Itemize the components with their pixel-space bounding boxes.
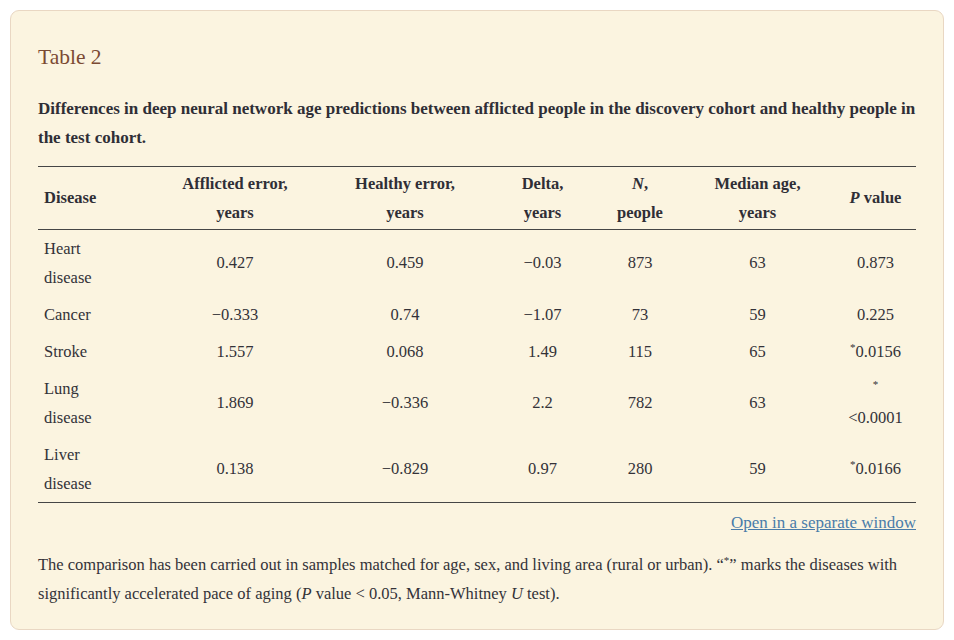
cell-afflicted-error: 0.138	[145, 436, 325, 503]
table-caption: Differences in deep neural network age p…	[38, 94, 916, 152]
cell-median-age: 65	[680, 333, 835, 370]
cell-delta: −0.03	[485, 229, 600, 296]
table-row-stroke: Stroke 1.557 0.068 1.49 115 65 *0.0156	[38, 333, 916, 370]
cell-p-value: 0.873	[835, 229, 916, 296]
cell-healthy-error: 0.74	[325, 296, 485, 333]
cell-median-age: 63	[680, 370, 835, 436]
cell-p-value: 0.225	[835, 296, 916, 333]
cell-afflicted-error: 1.869	[145, 370, 325, 436]
cell-n: 873	[600, 229, 680, 296]
cell-p-value: *0.0156	[835, 333, 916, 370]
cell-disease: Lung disease	[38, 370, 145, 436]
cell-delta: 0.97	[485, 436, 600, 503]
cell-delta: 2.2	[485, 370, 600, 436]
header-p-value: P value	[835, 166, 916, 229]
link-row: Open in a separate window	[38, 513, 916, 533]
table-row-liver-disease: Liver disease 0.138 −0.829 0.97 280 59 *…	[38, 436, 916, 503]
cell-n: 115	[600, 333, 680, 370]
cell-median-age: 59	[680, 436, 835, 503]
open-separate-window-link[interactable]: Open in a separate window	[731, 513, 916, 532]
header-healthy-error: Healthy error,years	[325, 166, 485, 229]
cell-afflicted-error: −0.333	[145, 296, 325, 333]
cell-disease: Cancer	[38, 296, 145, 333]
cell-p-value: *<0.0001	[835, 370, 916, 436]
cell-p-value: *0.0166	[835, 436, 916, 503]
header-disease: Disease	[38, 166, 145, 229]
significance-star: *	[873, 377, 879, 389]
table-card: Table 2 Differences in deep neural netwo…	[10, 10, 944, 630]
header-delta: Delta,years	[485, 166, 600, 229]
table-row-cancer: Cancer −0.333 0.74 −1.07 73 59 0.225	[38, 296, 916, 333]
table-footnote: The comparison has been carried out in s…	[38, 550, 916, 608]
header-row: Disease Afflicted error,years Healthy er…	[38, 166, 916, 229]
table-title: Table 2	[38, 45, 916, 71]
cell-n: 73	[600, 296, 680, 333]
cell-median-age: 63	[680, 229, 835, 296]
cell-afflicted-error: 0.427	[145, 229, 325, 296]
cell-disease: Heart disease	[38, 229, 145, 296]
cell-disease: Liver disease	[38, 436, 145, 503]
cell-delta: −1.07	[485, 296, 600, 333]
cell-n: 280	[600, 436, 680, 503]
table-row-heart-disease: Heart disease 0.427 0.459 −0.03 873 63 0…	[38, 229, 916, 296]
cell-healthy-error: 0.068	[325, 333, 485, 370]
cell-afflicted-error: 1.557	[145, 333, 325, 370]
header-n-people: N,people	[600, 166, 680, 229]
cell-n: 782	[600, 370, 680, 436]
cell-median-age: 59	[680, 296, 835, 333]
header-median-age: Median age,years	[680, 166, 835, 229]
data-table: Disease Afflicted error,years Healthy er…	[38, 166, 916, 503]
cell-healthy-error: 0.459	[325, 229, 485, 296]
table-row-lung-disease: Lung disease 1.869 −0.336 2.2 782 63 *<0…	[38, 370, 916, 436]
cell-healthy-error: −0.336	[325, 370, 485, 436]
cell-healthy-error: −0.829	[325, 436, 485, 503]
cell-disease: Stroke	[38, 333, 145, 370]
header-afflicted-error: Afflicted error,years	[145, 166, 325, 229]
cell-delta: 1.49	[485, 333, 600, 370]
